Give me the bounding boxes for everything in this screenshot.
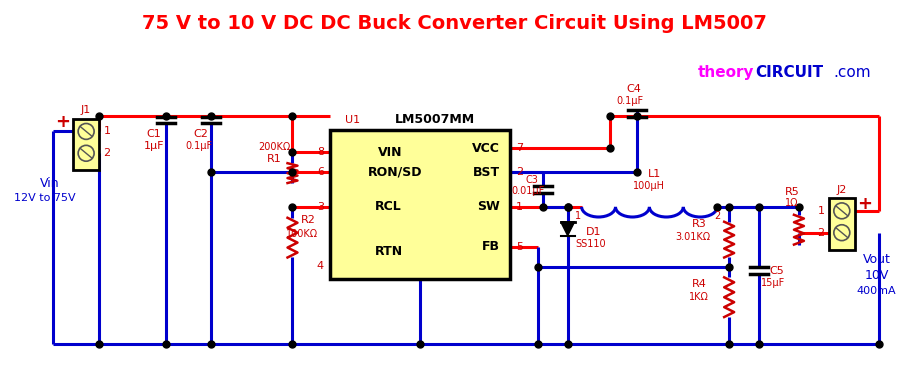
- Text: D1: D1: [585, 227, 602, 237]
- Text: R3: R3: [692, 219, 706, 229]
- Text: 1Ω: 1Ω: [785, 198, 799, 208]
- Text: R1: R1: [267, 154, 282, 164]
- Text: 4: 4: [317, 262, 324, 271]
- Text: 0.1µF: 0.1µF: [616, 96, 643, 106]
- Text: 400mA: 400mA: [857, 286, 896, 296]
- Text: 2: 2: [714, 211, 720, 221]
- Text: theory: theory: [697, 65, 754, 80]
- Text: J1: J1: [81, 105, 91, 114]
- Text: .com: .com: [834, 65, 872, 80]
- Text: 7: 7: [516, 143, 524, 153]
- Text: +: +: [55, 113, 70, 132]
- Text: Vin: Vin: [39, 177, 59, 190]
- Text: 1µF: 1µF: [144, 141, 165, 151]
- Text: 1: 1: [574, 211, 581, 221]
- Text: C5: C5: [770, 266, 784, 276]
- Text: J2: J2: [836, 185, 847, 195]
- Text: VCC: VCC: [472, 142, 500, 155]
- Text: R2: R2: [301, 215, 316, 225]
- Text: C3: C3: [525, 175, 538, 185]
- Text: RON/SD: RON/SD: [368, 166, 423, 179]
- Text: 1: 1: [104, 127, 111, 136]
- Text: 10V: 10V: [864, 269, 889, 282]
- Text: 1: 1: [516, 202, 524, 212]
- Text: LM5007MM: LM5007MM: [395, 113, 475, 126]
- Text: SW: SW: [477, 200, 500, 213]
- Text: SS110: SS110: [575, 239, 606, 249]
- Text: +: +: [857, 195, 873, 213]
- Bar: [330, 130, 510, 279]
- Text: 3.01KΩ: 3.01KΩ: [675, 232, 711, 242]
- Text: C4: C4: [626, 84, 641, 94]
- Text: 200KΩ: 200KΩ: [258, 142, 291, 152]
- Text: 100KΩ: 100KΩ: [286, 229, 318, 239]
- Text: L1: L1: [648, 169, 661, 179]
- Text: 12V to 75V: 12V to 75V: [15, 193, 76, 203]
- Text: C1: C1: [146, 129, 161, 139]
- Text: Vout: Vout: [863, 253, 891, 266]
- Text: 75 V to 10 V DC DC Buck Converter Circuit Using LM5007: 75 V to 10 V DC DC Buck Converter Circui…: [142, 14, 766, 33]
- Text: 1: 1: [817, 206, 824, 216]
- Text: C2: C2: [194, 129, 208, 139]
- Text: CIRCUIT: CIRCUIT: [755, 65, 824, 80]
- Text: RCL: RCL: [375, 200, 402, 213]
- Text: BST: BST: [473, 166, 500, 179]
- Bar: [829, 198, 854, 249]
- Text: 0.1µF: 0.1µF: [185, 141, 213, 151]
- Text: R5: R5: [784, 187, 799, 197]
- Text: R4: R4: [692, 279, 706, 289]
- Text: RTN: RTN: [375, 245, 404, 258]
- Text: 5: 5: [516, 241, 524, 252]
- Text: 6: 6: [317, 167, 324, 177]
- Text: 1KΩ: 1KΩ: [689, 292, 709, 302]
- Bar: [73, 119, 99, 170]
- Text: 2: 2: [516, 167, 524, 177]
- Text: 8: 8: [317, 147, 324, 157]
- Text: 3: 3: [317, 202, 324, 212]
- Polygon shape: [561, 222, 574, 236]
- Text: 0.01µF: 0.01µF: [511, 186, 544, 196]
- Text: FB: FB: [482, 240, 500, 253]
- Text: 2: 2: [104, 148, 111, 158]
- Text: 2: 2: [817, 228, 824, 238]
- Text: U1: U1: [345, 114, 360, 125]
- Text: 15µF: 15µF: [761, 278, 785, 288]
- Text: 100µH: 100µH: [634, 181, 665, 191]
- Text: VIN: VIN: [378, 146, 403, 159]
